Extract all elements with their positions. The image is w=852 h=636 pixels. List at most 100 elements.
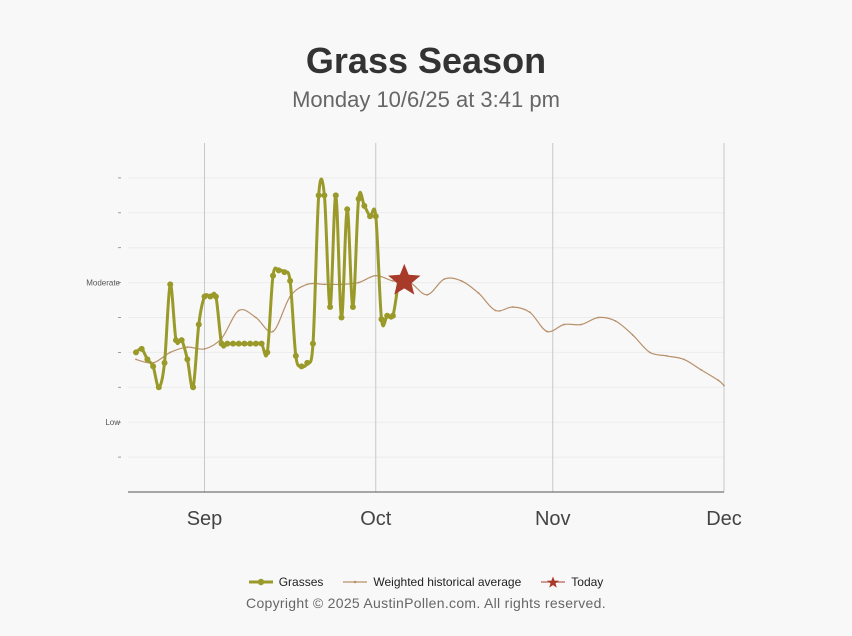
grasses-point xyxy=(201,293,208,300)
grasses-point xyxy=(270,272,277,279)
star-icon xyxy=(541,576,566,588)
y-level-label: Moderate xyxy=(86,279,120,288)
historical-point xyxy=(546,330,548,333)
grasses-point xyxy=(281,269,288,276)
grasses-series-line xyxy=(135,177,401,390)
grasses-point xyxy=(247,340,254,347)
grasses-point xyxy=(132,349,139,356)
grasses-point xyxy=(138,345,145,352)
grasses-point xyxy=(378,316,385,323)
x-tick-label: Dec xyxy=(706,508,742,530)
historical-point xyxy=(169,351,172,354)
historical-point xyxy=(511,306,514,308)
historical-point xyxy=(237,309,240,312)
historical-point xyxy=(254,316,257,319)
chart-legend: Grasses Weighted historical average Toda… xyxy=(0,575,852,589)
grasses-point xyxy=(167,281,174,288)
grasses-point xyxy=(230,340,237,347)
copyright-notice: Copyright © 2025 AustinPollen.com. All r… xyxy=(246,595,606,611)
y-level-label: Low xyxy=(105,418,120,427)
grasses-point xyxy=(298,363,305,370)
historical-point xyxy=(614,320,617,322)
x-tick-label: Nov xyxy=(535,508,571,530)
historical-point xyxy=(723,384,725,387)
grasses-point xyxy=(372,213,379,220)
chart-subtitle: Monday 10/6/25 at 3:41 pm xyxy=(292,87,560,112)
grasses-point xyxy=(275,267,282,274)
grasses-line-icon xyxy=(248,578,273,586)
historical-point xyxy=(700,368,703,371)
historical-line-icon xyxy=(343,580,368,584)
historical-point xyxy=(666,354,668,357)
historical-point xyxy=(477,292,480,294)
grasses-point xyxy=(184,356,191,363)
x-tick-label: Oct xyxy=(360,508,392,530)
historical-point xyxy=(203,348,206,350)
x-tick-label: Sep xyxy=(187,508,223,530)
historical-point xyxy=(597,316,600,319)
grasses-point xyxy=(207,293,214,300)
grasses-point xyxy=(172,337,179,344)
historical-point xyxy=(443,278,446,281)
grasses-point xyxy=(258,340,265,347)
chart-title: Grass Season xyxy=(305,40,547,81)
historical-point xyxy=(717,379,720,382)
grasses-point xyxy=(304,359,311,366)
grasses-point xyxy=(327,304,334,311)
historical-point xyxy=(306,283,309,286)
grasses-point xyxy=(292,352,299,359)
historical-point xyxy=(460,279,463,282)
legend-item-grasses[interactable]: Grasses xyxy=(248,575,324,589)
historical-point xyxy=(323,283,326,286)
historical-point xyxy=(272,330,274,333)
grasses-point xyxy=(338,314,345,321)
legend-item-historical[interactable]: Weighted historical average xyxy=(343,575,521,589)
grasses-point xyxy=(344,206,351,213)
grasses-point xyxy=(178,337,185,344)
grasses-point xyxy=(321,192,328,199)
historical-point xyxy=(426,293,429,296)
grasses-point xyxy=(155,384,162,391)
grasses-point xyxy=(355,195,362,202)
historical-point xyxy=(563,323,566,326)
grasses-point xyxy=(332,192,339,199)
grasses-point xyxy=(315,192,322,199)
historical-point xyxy=(631,334,634,336)
today-star-marker xyxy=(388,263,421,295)
grasses-point xyxy=(235,340,242,347)
historical-point xyxy=(357,281,360,284)
historical-point xyxy=(374,274,377,277)
grasses-point xyxy=(264,349,271,356)
grasses-point xyxy=(195,321,202,328)
historical-series-line xyxy=(135,274,725,387)
grasses-point xyxy=(287,277,294,284)
grasses-point xyxy=(218,340,225,347)
historical-point xyxy=(186,346,189,349)
grasses-point xyxy=(349,304,356,311)
legend-item-today[interactable]: Today xyxy=(541,575,603,589)
grasses-point xyxy=(161,359,168,366)
grasses-point xyxy=(241,340,248,347)
historical-point xyxy=(494,309,497,312)
grasses-point xyxy=(309,340,316,347)
grasses-point xyxy=(384,312,391,319)
grasses-point xyxy=(367,213,374,220)
grasses-point xyxy=(389,312,396,319)
historical-point xyxy=(683,358,685,361)
historical-point xyxy=(529,311,531,314)
legend-label-today: Today xyxy=(571,575,604,589)
grasses-point xyxy=(212,293,219,300)
legend-label-historical: Weighted historical average xyxy=(373,575,522,589)
grasses-point xyxy=(224,340,231,347)
grasses-point xyxy=(361,202,368,209)
grasses-point xyxy=(252,340,259,347)
historical-point xyxy=(580,323,583,326)
historical-point xyxy=(135,358,137,361)
grasses-point xyxy=(144,356,151,363)
grasses-point xyxy=(190,384,197,391)
legend-label-grasses: Grasses xyxy=(278,575,324,589)
historical-point xyxy=(648,351,651,354)
historical-point xyxy=(391,279,394,282)
grasses-point xyxy=(150,363,157,370)
